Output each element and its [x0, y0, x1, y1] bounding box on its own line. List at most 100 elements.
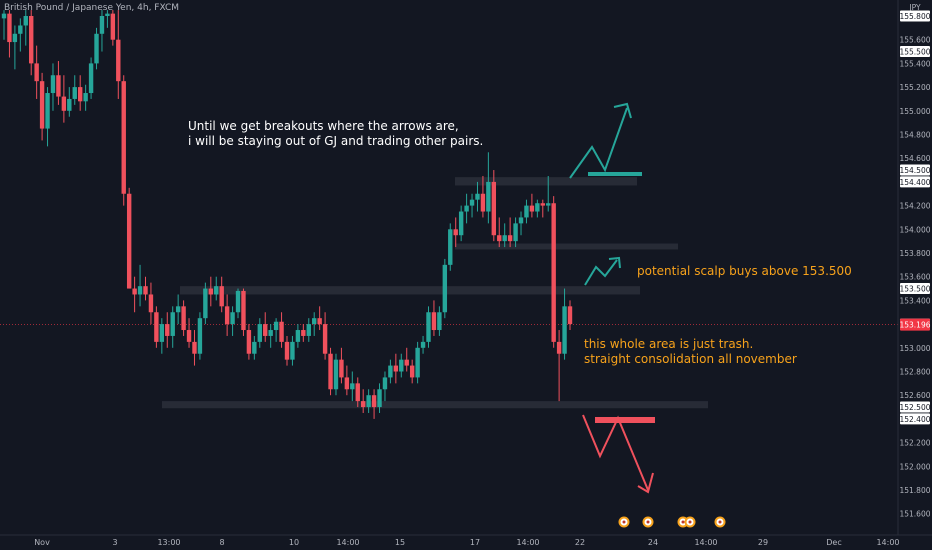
candle	[524, 199, 529, 224]
event-markers[interactable]	[618, 516, 726, 528]
arrow-up-small-head	[608, 256, 621, 269]
calendar-event-icon[interactable]	[642, 516, 654, 528]
candle-body	[312, 318, 317, 325]
candle	[83, 84, 88, 111]
price-tick-label: 154.800	[899, 131, 930, 140]
candle-body	[203, 288, 208, 319]
price-tick-label: 152.600	[899, 391, 930, 400]
candle-body	[524, 205, 529, 218]
candle-body	[241, 290, 246, 331]
candle-body	[475, 193, 480, 200]
candle-body	[121, 81, 126, 194]
candle	[556, 330, 562, 402]
candle-body	[366, 395, 371, 408]
candle-body	[556, 341, 562, 354]
candle-body	[518, 217, 524, 224]
candle-body	[23, 16, 28, 26]
candle-body	[116, 39, 121, 82]
candle-body	[105, 13, 110, 16]
price-tick-label: 154.400	[899, 178, 930, 187]
candle	[513, 217, 518, 248]
calendar-event-icon[interactable]	[618, 516, 630, 528]
candle-body	[224, 306, 230, 325]
candle-body	[306, 324, 311, 336]
price-tick-label: 152.200	[899, 439, 930, 448]
candle	[518, 211, 524, 236]
price-tick-label: 152.400	[899, 415, 930, 424]
candle	[23, 10, 28, 46]
candle-body	[29, 16, 34, 64]
candle	[486, 152, 491, 224]
candle	[110, 10, 116, 46]
candle-body	[94, 33, 99, 64]
zone-0	[455, 177, 637, 186]
candle	[263, 312, 268, 342]
candle	[45, 87, 50, 147]
candle-body	[502, 235, 507, 242]
candle	[273, 318, 279, 342]
candle-body	[284, 341, 290, 360]
candle-body	[339, 359, 344, 378]
candle-body	[214, 286, 219, 295]
arrow-down-head	[637, 472, 654, 494]
candle	[284, 335, 290, 366]
candle	[34, 45, 39, 99]
candle	[442, 258, 448, 319]
candle	[148, 282, 154, 325]
candle-body	[529, 205, 535, 212]
candle-body	[469, 199, 475, 206]
candle	[339, 347, 344, 384]
candle	[230, 306, 235, 336]
price-tick-label: 154.600	[899, 154, 930, 163]
candle-body	[486, 181, 491, 212]
time-axis[interactable]: Nov 3 13:00 8 10 14:00 15 17 14:00 22 24 14:00 29 Dec…	[0, 534, 932, 547]
candle	[165, 312, 170, 348]
candle-body	[257, 324, 262, 342]
time-tick-label: 10	[289, 538, 299, 547]
candle-body	[458, 211, 464, 236]
price-tick-label: 151.800	[899, 486, 930, 495]
candle	[317, 306, 322, 331]
candle-body	[317, 318, 322, 325]
candle-body	[61, 96, 67, 111]
price-badge	[900, 401, 930, 413]
candle	[437, 306, 442, 336]
candle-body	[328, 353, 333, 390]
candle-body	[513, 223, 518, 242]
candle	[181, 300, 186, 336]
time-tick-label: Nov	[34, 538, 50, 547]
price-tick-label: 155.800	[899, 12, 930, 21]
currency-label: JPY	[908, 3, 921, 12]
calendar-event-dot	[681, 520, 685, 524]
candle	[214, 276, 219, 301]
candle	[388, 359, 393, 384]
arrow-bear-target-zone	[595, 417, 655, 423]
calendar-event-icon[interactable]	[714, 516, 726, 528]
candle	[18, 18, 23, 52]
candle-body	[404, 359, 409, 366]
time-tick-label: 14:00	[336, 538, 359, 547]
calendar-event-dot	[646, 520, 650, 524]
price-tick-label: 154.200	[899, 202, 930, 211]
candle	[507, 217, 513, 248]
candle	[371, 389, 377, 419]
price-tick-label: 153.400	[899, 296, 930, 305]
candle-body	[273, 321, 279, 331]
candle-body	[360, 401, 366, 408]
candle-body	[12, 33, 18, 43]
calendar-event-icon[interactable]	[684, 516, 696, 528]
candle-body	[437, 312, 442, 331]
price-badge	[900, 413, 930, 425]
candle-body	[371, 395, 377, 408]
price-tick-label: 155.500	[899, 48, 930, 57]
calendar-event-dot	[688, 520, 692, 524]
candle	[431, 300, 437, 336]
arrow-down	[582, 414, 649, 491]
time-tick-label: 8	[219, 538, 224, 547]
candle-body	[34, 63, 39, 82]
candle	[208, 276, 214, 307]
price-tick-label: 153.800	[899, 249, 930, 258]
